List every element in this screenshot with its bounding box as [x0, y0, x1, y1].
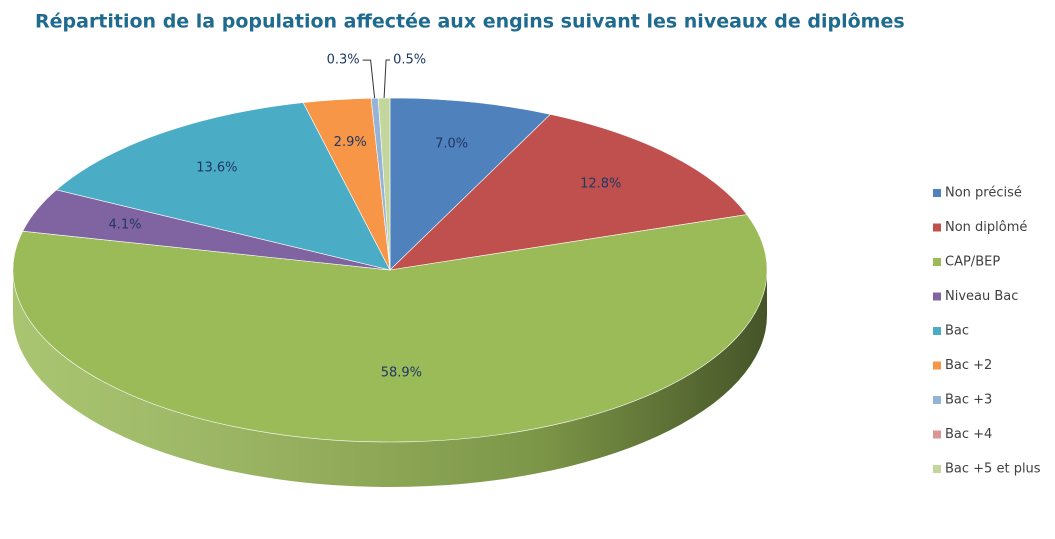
- legend-label: Non précisé: [945, 186, 1022, 201]
- legend-swatch: [933, 361, 941, 370]
- legend-swatch: [933, 396, 941, 404]
- data-label: 0.5%: [393, 53, 426, 68]
- data-label: 0.3%: [327, 53, 360, 68]
- data-label: 13.6%: [196, 161, 237, 176]
- data-label: 4.1%: [108, 218, 141, 233]
- data-label: 12.8%: [580, 177, 621, 192]
- legend-label: Bac: [945, 324, 969, 339]
- slice: [389, 114, 748, 271]
- data-label: 2.9%: [334, 135, 367, 150]
- legend-swatch: [933, 465, 941, 473]
- legend-label: Bac +5 et plus: [945, 462, 1041, 477]
- legend-swatch: [933, 223, 941, 232]
- chart-title: Répartition de la population affectée au…: [35, 11, 905, 33]
- legend-label: Bac +2: [945, 358, 992, 373]
- legend-label: Bac +4: [945, 427, 992, 442]
- legend-swatch: [933, 189, 941, 197]
- slice: [389, 97, 551, 271]
- legend-label: Bac +3: [945, 393, 992, 408]
- data-label: 58.9%: [381, 366, 422, 381]
- data-label: 7.0%: [435, 137, 468, 152]
- leader-line: [362, 59, 376, 99]
- slice-side-shade: [13, 270, 767, 487]
- legend-label: CAP/BEP: [945, 255, 1000, 270]
- legend-swatch: [933, 258, 941, 266]
- legend-label: Non diplômé: [945, 220, 1027, 235]
- leader-line: [383, 59, 391, 99]
- legend-swatch: [933, 327, 941, 335]
- legend-label: Niveau Bac: [945, 289, 1018, 304]
- legend-swatch: [933, 430, 941, 439]
- slice: [12, 214, 768, 443]
- legend-swatch: [933, 292, 941, 301]
- slice: [55, 102, 391, 271]
